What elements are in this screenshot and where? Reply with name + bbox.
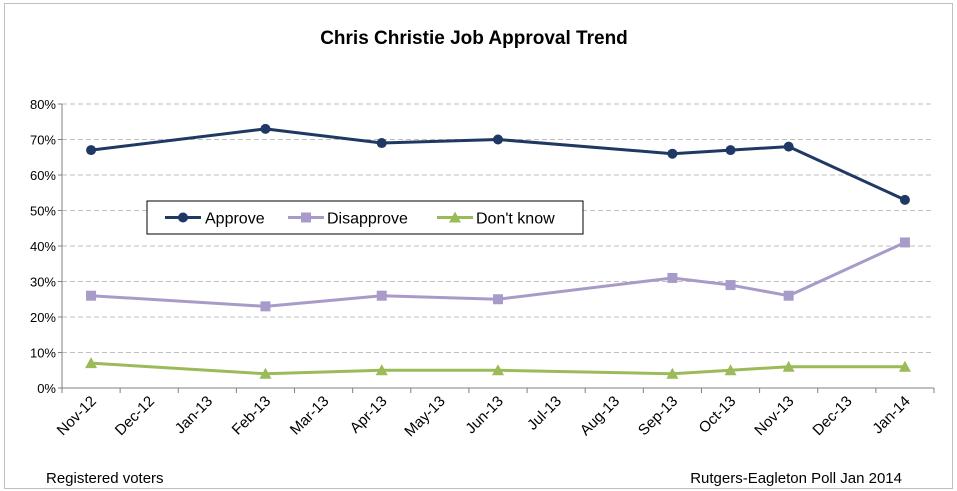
data-point <box>85 357 98 369</box>
data-point <box>178 212 188 223</box>
x-tick-label: Nov-13 <box>751 393 797 439</box>
x-tick-label: Sep-13 <box>635 393 681 439</box>
footnote-left: Registered voters <box>46 470 164 487</box>
data-point <box>493 134 503 145</box>
legend: Approve Disapprove Don't know <box>146 200 584 235</box>
data-point <box>86 290 97 301</box>
data-point <box>667 272 678 283</box>
data-point <box>725 280 736 291</box>
data-point <box>667 148 678 159</box>
data-point <box>375 364 388 376</box>
data-point <box>724 364 737 376</box>
legend-box <box>146 200 584 235</box>
y-tick-label: 70% <box>30 133 56 148</box>
x-tick-label: Dec-12 <box>112 393 158 439</box>
series-layer <box>85 123 911 379</box>
data-point <box>86 145 97 156</box>
data-point <box>493 294 503 305</box>
series-don-t-know <box>85 357 911 379</box>
y-tick-label: 10% <box>30 346 56 361</box>
series-approve <box>86 123 910 205</box>
x-tick-label: Jan-14 <box>869 393 913 437</box>
x-tick-label: Jul-13 <box>524 393 565 434</box>
data-point <box>260 123 271 134</box>
x-tick-label: Oct-13 <box>696 393 740 437</box>
data-point <box>301 212 311 223</box>
data-point <box>725 145 736 156</box>
series-disapprove <box>86 237 910 312</box>
data-point <box>376 138 387 149</box>
axes <box>61 104 934 389</box>
x-axis-ticks: Nov-12 Dec-12 Jan-13 Feb-13 Mar-13 Apr-13 May-… <box>54 388 935 440</box>
legend-label: Approve <box>205 211 265 228</box>
chart-title: Chris Christie Job Approval Trend <box>320 28 628 49</box>
series-line <box>90 127 906 202</box>
y-tick-label: 20% <box>30 310 56 325</box>
data-point <box>783 141 794 152</box>
data-point <box>260 301 271 312</box>
legend-label: Disapprove <box>327 211 408 228</box>
x-tick-label: Apr-13 <box>347 393 391 437</box>
x-tick-label: Mar-13 <box>287 393 333 439</box>
x-tick-label: May-13 <box>401 393 448 440</box>
data-point <box>666 367 679 379</box>
y-tick-label: 80% <box>30 97 56 112</box>
legend-label: Don't know <box>476 211 555 228</box>
x-tick-label: Nov-12 <box>54 393 100 439</box>
y-tick-label: 50% <box>30 204 56 219</box>
data-point <box>783 290 794 301</box>
data-point <box>782 360 795 372</box>
x-tick-label: Aug-13 <box>577 393 623 439</box>
series-line <box>90 241 906 308</box>
data-point <box>492 364 504 376</box>
data-point <box>899 194 910 205</box>
data-point <box>449 211 461 223</box>
y-tick-label: 0% <box>37 381 56 396</box>
y-tick-label: 40% <box>30 239 56 254</box>
data-point <box>259 367 272 379</box>
data-point <box>376 290 387 301</box>
y-tick-label: 60% <box>30 168 56 183</box>
data-point <box>899 237 910 248</box>
series-line <box>90 361 905 376</box>
x-tick-label: Dec-13 <box>809 393 855 439</box>
y-tick-label: 30% <box>30 275 56 290</box>
x-tick-label: Feb-13 <box>229 393 275 439</box>
x-tick-label: Jan-13 <box>172 393 216 437</box>
footnote-right: Rutgers-Eagleton Poll Jan 2014 <box>690 470 902 487</box>
x-tick-label: Jun-13 <box>462 393 506 437</box>
y-axis-ticks: 0% 10% 20% 30% 40% 50% 60% 70% 80% <box>30 97 62 396</box>
data-point <box>898 360 911 372</box>
